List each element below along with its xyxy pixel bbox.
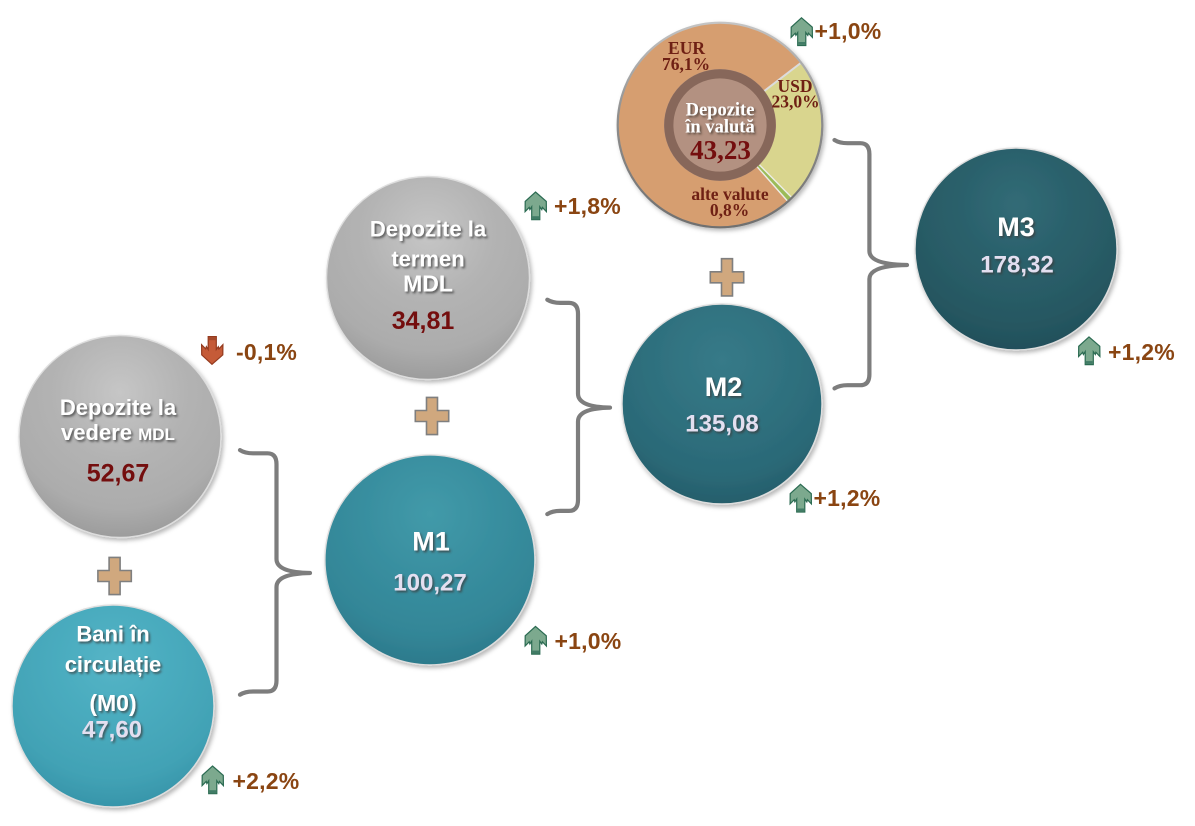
svg-text:+1,2%: +1,2% [814, 485, 881, 511]
svg-text:termen: termen [391, 247, 464, 272]
svg-text:EUR: EUR [668, 38, 705, 58]
svg-text:în valută: în valută [684, 118, 754, 138]
svg-text:47,60: 47,60 [82, 717, 142, 744]
svg-text:alte valute: alte valute [691, 184, 769, 204]
svg-text:+2,2%: +2,2% [233, 768, 300, 794]
svg-text:76,1%: 76,1% [662, 54, 710, 74]
svg-text:+1,8%: +1,8% [554, 193, 621, 219]
svg-text:MDL: MDL [403, 271, 453, 297]
svg-text:Bani în: Bani în [76, 622, 149, 647]
svg-text:43,23: 43,23 [690, 135, 751, 165]
svg-text:52,67: 52,67 [87, 460, 150, 488]
svg-text:(M0): (M0) [89, 690, 136, 716]
svg-text:178,32: 178,32 [980, 252, 1053, 279]
svg-text:+1,0%: +1,0% [555, 628, 622, 654]
svg-text:vedere MDL: vedere MDL [61, 420, 175, 445]
svg-text:M2: M2 [705, 372, 743, 402]
svg-text:Depozite la: Depozite la [370, 217, 487, 242]
svg-text:34,81: 34,81 [392, 307, 455, 335]
svg-text:USD: USD [777, 76, 812, 96]
svg-text:100,27: 100,27 [393, 569, 466, 596]
svg-text:Depozite la: Depozite la [60, 395, 177, 420]
svg-text:M1: M1 [412, 527, 450, 557]
svg-text:135,08: 135,08 [685, 411, 758, 438]
svg-text:0,8%: 0,8% [710, 200, 749, 220]
svg-text:-0,1%: -0,1% [236, 339, 297, 365]
svg-text:M3: M3 [997, 212, 1035, 242]
svg-text:circulație: circulație [65, 652, 162, 677]
svg-text:+1,0%: +1,0% [815, 18, 882, 44]
svg-text:+1,2%: +1,2% [1108, 339, 1175, 365]
svg-text:23,0%: 23,0% [771, 92, 819, 112]
svg-text:Depozite: Depozite [686, 101, 755, 121]
